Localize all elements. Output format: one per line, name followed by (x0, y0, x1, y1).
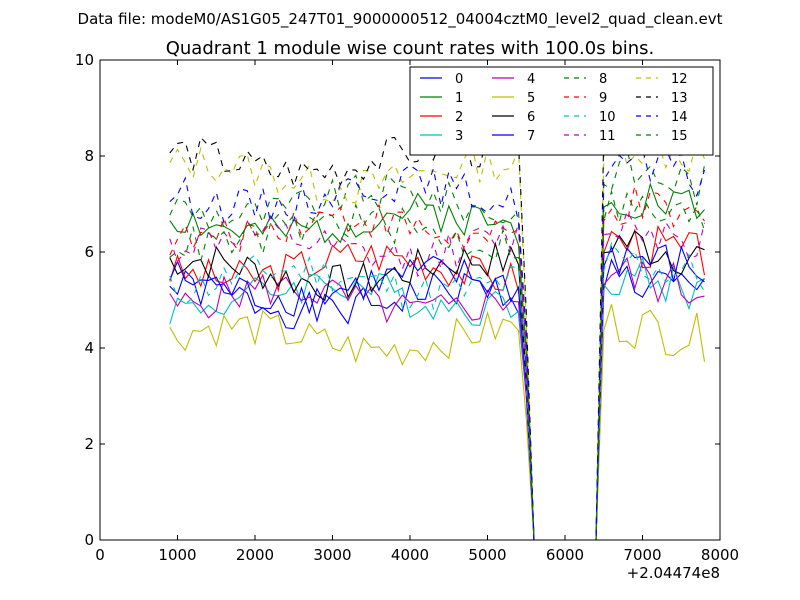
x-tick-label: 1000 (158, 546, 196, 564)
x-tick-labels: 0 1000 2000 3000 4000 5000 6000 7000 8000 (95, 546, 739, 564)
legend-label-12: 12 (671, 72, 688, 87)
legend-label-6: 6 (527, 110, 535, 125)
legend-label-10: 10 (599, 110, 616, 125)
legend-label-4: 4 (527, 72, 535, 87)
series-line-5 (169, 304, 706, 541)
suptitle: Data file: modeM0/AS1G05_247T01_90000005… (78, 10, 723, 29)
series-line-6 (169, 230, 705, 541)
y-tick-label: 8 (84, 147, 94, 165)
legend-label-0: 0 (455, 72, 463, 87)
x-tick-label: 5000 (468, 546, 506, 564)
series-line-12 (169, 131, 706, 541)
series-line-3 (169, 256, 705, 541)
legend-label-8: 8 (599, 72, 607, 87)
legend-label-2: 2 (455, 110, 463, 125)
x-tick-label: 2000 (236, 546, 274, 564)
legend-label-5: 5 (527, 91, 535, 106)
series-line-0 (169, 258, 705, 541)
axis-ticks (99, 59, 721, 541)
y-tick-label: 2 (84, 435, 94, 453)
legend-label-13: 13 (671, 91, 688, 106)
legend-box (409, 66, 714, 156)
x-tick-label: 4000 (391, 546, 429, 564)
y-tick-labels: 0 2 4 6 8 10 (75, 51, 94, 549)
x-tick-label: 7000 (623, 546, 661, 564)
series-line-13 (169, 95, 706, 541)
y-tick-label: 10 (75, 51, 94, 69)
series-line-4 (169, 256, 705, 541)
series-line-1 (169, 182, 705, 541)
series-line-7 (169, 244, 705, 541)
x-tick-label: 8000 (701, 546, 739, 564)
legend-label-1: 1 (455, 91, 463, 106)
legend-label-3: 3 (455, 129, 463, 144)
chart-title: Quadrant 1 module wise count rates with … (166, 38, 655, 59)
plot-lines (169, 95, 706, 541)
y-tick-label: 4 (84, 339, 94, 357)
legend-label-14: 14 (671, 110, 688, 125)
series-line-9 (169, 185, 705, 541)
series-line-8 (169, 147, 706, 541)
x-tick-label: 3000 (313, 546, 351, 564)
legend-label-15: 15 (671, 129, 688, 144)
x-offset-label: +2.04474e8 (627, 564, 720, 582)
series-line-2 (169, 224, 706, 541)
series-line-15 (169, 189, 706, 541)
legend-label-7: 7 (527, 129, 535, 144)
y-tick-label: 6 (84, 243, 94, 261)
series-line-11 (169, 209, 706, 541)
legend-label-11: 11 (599, 129, 616, 144)
legend-label-9: 9 (599, 91, 607, 106)
y-tick-label: 0 (84, 531, 94, 549)
series-line-10 (169, 241, 705, 541)
series-line-14 (169, 147, 706, 541)
x-tick-label: 6000 (546, 546, 584, 564)
x-tick-label: 0 (95, 546, 105, 564)
